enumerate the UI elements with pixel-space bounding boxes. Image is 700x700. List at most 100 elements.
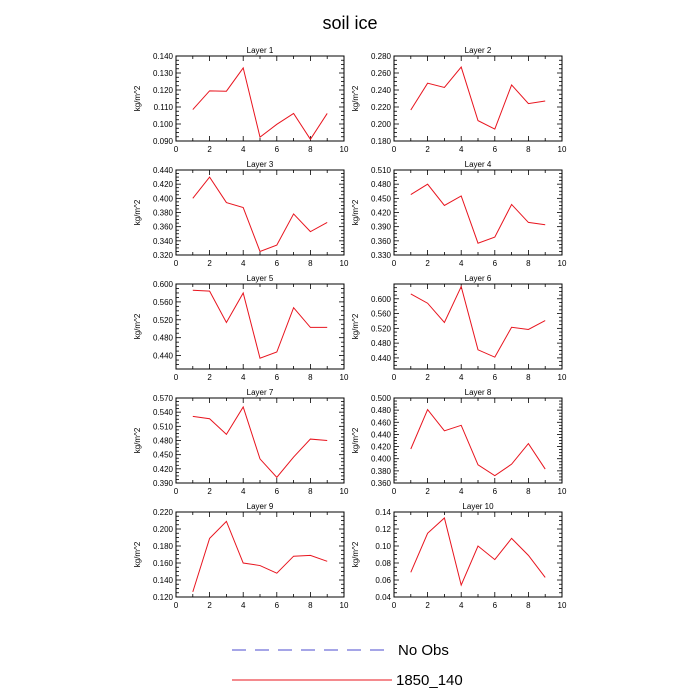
y-tick-label: 0.480 — [371, 406, 392, 415]
y-tick-label: 0.480 — [371, 180, 392, 189]
y-tick-label: 0.180 — [371, 137, 392, 146]
panel-layer-10: Layer 10 0 2 4 6 8 10 0.04 0.06 0.08 0.10 0.12 0.14 k… — [351, 502, 567, 610]
series-line-1850_140 — [410, 517, 546, 587]
x-tick-label: 0 — [392, 601, 397, 610]
y-tick-label: 0.570 — [153, 394, 174, 403]
x-tick-label: 10 — [558, 145, 567, 154]
y-tick-label: 0.140 — [153, 52, 174, 61]
series-line-1850_140 — [192, 289, 328, 359]
x-tick-label: 6 — [493, 487, 498, 496]
panel-title: Layer 4 — [465, 160, 492, 169]
y-ticks: 0.390 0.420 0.450 0.480 0.510 0.540 0.570 — [153, 394, 344, 488]
panel-title: Layer 9 — [247, 502, 274, 511]
x-tick-label: 0 — [174, 487, 179, 496]
plot-frame — [175, 283, 345, 370]
plot-frame — [175, 55, 345, 142]
y-ticks: 0.120 0.140 0.160 0.180 0.200 0.220 — [153, 508, 344, 602]
x-tick-label: 6 — [493, 601, 498, 610]
y-tick-label: 0.460 — [371, 418, 392, 427]
x-tick-label: 0 — [174, 259, 179, 268]
x-tick-label: 10 — [558, 487, 567, 496]
series-line-1850_140 — [410, 183, 546, 244]
series-line-1850_140 — [192, 520, 328, 593]
x-tick-label: 0 — [174, 601, 179, 610]
x-ticks: 0 2 4 6 8 10 — [392, 56, 567, 154]
x-tick-label: 6 — [275, 487, 280, 496]
legend: No Obs 1850_140 — [232, 642, 463, 689]
x-tick-label: 10 — [340, 259, 349, 268]
y-tick-label: 0.06 — [375, 576, 391, 585]
x-tick-label: 0 — [392, 145, 397, 154]
x-ticks: 0 2 4 6 8 10 — [174, 284, 349, 382]
y-tick-label: 0.480 — [153, 437, 174, 446]
y-tick-label: 0.520 — [153, 316, 174, 325]
y-tick-label: 0.390 — [371, 223, 392, 232]
x-tick-label: 10 — [558, 601, 567, 610]
y-tick-label: 0.120 — [153, 86, 174, 95]
x-ticks: 0 2 4 6 8 10 — [392, 170, 567, 268]
plot-frame — [393, 55, 563, 142]
y-tick-label: 0.420 — [371, 443, 392, 452]
y-tick-label: 0.600 — [153, 280, 174, 289]
x-tick-label: 2 — [207, 145, 212, 154]
y-tick-label: 0.380 — [153, 209, 174, 218]
panel-title: Layer 5 — [247, 274, 274, 283]
y-tick-label: 0.380 — [371, 467, 392, 476]
panel-title: Layer 2 — [465, 46, 492, 55]
y-ticks: 0.180 0.200 0.220 0.240 0.260 0.280 — [371, 52, 562, 146]
y-tick-label: 0.12 — [375, 525, 391, 534]
y-tick-label: 0.400 — [371, 455, 392, 464]
y-tick-label: 0.220 — [371, 103, 392, 112]
x-tick-label: 4 — [459, 487, 464, 496]
y-ticks: 0.320 0.340 0.360 0.380 0.400 0.420 0.440 — [153, 166, 344, 260]
y-ticks: 0.440 0.480 0.520 0.560 0.600 — [371, 283, 562, 370]
y-tick-label: 0.330 — [371, 251, 392, 260]
y-tick-label: 0.560 — [371, 310, 392, 319]
x-tick-label: 4 — [459, 145, 464, 154]
y-tick-label: 0.110 — [154, 103, 174, 112]
x-tick-label: 8 — [526, 373, 531, 382]
x-tick-label: 0 — [392, 487, 397, 496]
x-tick-label: 6 — [275, 601, 280, 610]
x-tick-label: 4 — [459, 601, 464, 610]
y-axis-label: kg/m^2 — [133, 427, 142, 453]
x-tick-label: 8 — [308, 145, 313, 154]
x-tick-label: 6 — [275, 373, 280, 382]
series-line-1850_140 — [192, 66, 328, 141]
x-tick-label: 4 — [241, 145, 246, 154]
y-ticks: 0.090 0.100 0.110 0.120 0.130 0.140 — [153, 52, 344, 146]
y-ticks: 0.360 0.380 0.400 0.420 0.440 0.460 0.480 0.500 — [371, 394, 562, 488]
y-axis-label: kg/m^2 — [351, 541, 360, 567]
plot-frame — [175, 169, 345, 256]
x-tick-label: 0 — [392, 373, 397, 382]
x-tick-label: 4 — [241, 373, 246, 382]
y-axis-label: kg/m^2 — [351, 199, 360, 225]
y-axis-label: kg/m^2 — [351, 313, 360, 339]
y-tick-label: 0.440 — [371, 354, 392, 363]
panel-title: Layer 7 — [247, 388, 274, 397]
y-tick-label: 0.240 — [371, 86, 392, 95]
panel-layer-3: Layer 30 2 4 6 8 100.3200.3400.3600.3800.4000… — [133, 160, 349, 268]
panel-title: Layer 10 — [462, 502, 494, 511]
x-tick-label: 2 — [425, 601, 430, 610]
y-axis-label: kg/m^2 — [133, 85, 142, 111]
y-tick-label: 0.180 — [153, 542, 174, 551]
y-tick-label: 0.090 — [153, 137, 174, 146]
x-ticks: 0 2 4 6 8 10 — [174, 56, 349, 154]
y-tick-label: 0.260 — [371, 69, 392, 78]
legend-label-no-obs: No Obs — [398, 642, 449, 659]
x-tick-label: 4 — [241, 601, 246, 610]
y-tick-label: 0.360 — [371, 479, 392, 488]
y-tick-label: 0.560 — [153, 298, 174, 307]
x-tick-label: 0 — [392, 259, 397, 268]
series-line-1850_140 — [192, 405, 328, 479]
plot-frame — [393, 283, 563, 370]
x-tick-label: 8 — [526, 259, 531, 268]
series-line-1850_140 — [410, 408, 546, 477]
x-tick-label: 4 — [241, 487, 246, 496]
y-axis-label: kg/m^2 — [351, 85, 360, 111]
x-tick-label: 8 — [526, 487, 531, 496]
x-tick-label: 2 — [207, 487, 212, 496]
y-tick-label: 0.510 — [153, 422, 174, 431]
x-tick-label: 2 — [425, 145, 430, 154]
